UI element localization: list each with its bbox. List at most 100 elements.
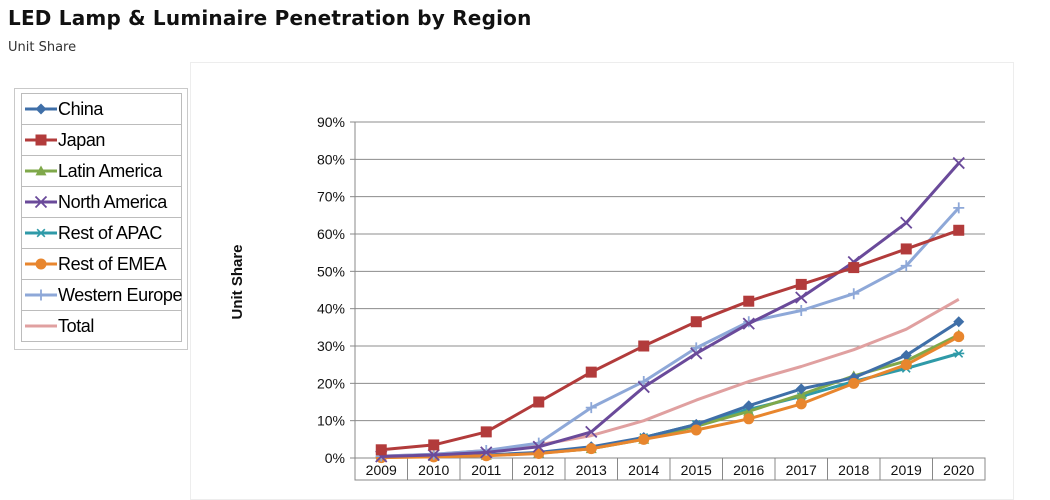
x-tick-label: 2009 bbox=[366, 462, 397, 478]
series-rest-of-emea bbox=[375, 331, 965, 464]
data-point-marker bbox=[480, 426, 492, 438]
data-point-marker bbox=[638, 340, 650, 352]
legend-swatch bbox=[25, 324, 57, 328]
series-line bbox=[381, 335, 960, 460]
data-point-marker bbox=[795, 398, 807, 410]
y-tick-label: 90% bbox=[317, 114, 345, 130]
gridlines bbox=[355, 121, 985, 422]
data-point-marker bbox=[35, 228, 47, 238]
y-tick-label: 20% bbox=[317, 375, 345, 391]
data-point-marker bbox=[743, 400, 755, 412]
y-tick-label: 70% bbox=[317, 189, 345, 205]
data-point-marker bbox=[900, 359, 912, 371]
legend-label: Total bbox=[58, 315, 95, 336]
data-point-marker bbox=[900, 349, 912, 361]
data-point-marker bbox=[637, 380, 650, 394]
data-point-marker bbox=[953, 331, 965, 343]
data-point-marker bbox=[743, 295, 755, 307]
data-point-marker bbox=[953, 202, 965, 214]
data-point-marker bbox=[953, 316, 965, 328]
data-point-marker bbox=[638, 433, 650, 445]
data-point-marker bbox=[638, 375, 650, 387]
data-point-marker bbox=[953, 224, 965, 236]
data-point-marker bbox=[34, 195, 48, 209]
legend-swatch bbox=[25, 103, 57, 115]
series-line bbox=[381, 162, 960, 458]
legend-item-western-europe: Western Europe bbox=[22, 280, 183, 311]
page-title: LED Lamp & Luminaire Penetration by Regi… bbox=[8, 6, 532, 30]
y-tick-label: 10% bbox=[317, 413, 345, 429]
series-line bbox=[381, 228, 960, 452]
legend-item-latin-america: Latin America bbox=[22, 156, 182, 187]
series-japan bbox=[375, 224, 965, 456]
legend-item-north-america: North America bbox=[22, 187, 182, 218]
data-point-marker bbox=[742, 317, 755, 330]
data-point-marker bbox=[953, 349, 965, 358]
legend-swatch bbox=[25, 289, 57, 301]
legend-label: Western Europe bbox=[58, 284, 183, 305]
y-tick-label: 60% bbox=[317, 226, 345, 242]
x-tick-label: 2019 bbox=[891, 462, 922, 478]
data-point-marker bbox=[848, 262, 860, 274]
page-subtitle: Unit Share bbox=[8, 40, 77, 55]
data-point-marker bbox=[480, 446, 493, 459]
y-tick-label: 80% bbox=[317, 151, 345, 167]
series-line bbox=[381, 333, 960, 459]
data-point-marker bbox=[585, 425, 598, 439]
data-point-marker bbox=[35, 165, 47, 176]
x-tick-label: 2017 bbox=[786, 462, 817, 478]
x-tick-label: 2018 bbox=[838, 462, 869, 478]
data-point-marker bbox=[427, 448, 440, 462]
x-tick-label: 2020 bbox=[943, 462, 974, 478]
data-point-marker bbox=[900, 216, 913, 229]
y-tick-label: 40% bbox=[317, 301, 345, 317]
data-point-marker bbox=[795, 278, 807, 290]
data-point-marker bbox=[585, 402, 597, 414]
series-western-europe bbox=[375, 202, 965, 462]
data-point-marker bbox=[795, 383, 807, 395]
legend-items: China Japan Latin America North America Rest… bbox=[21, 93, 183, 342]
x-tick-label: 2012 bbox=[523, 462, 554, 478]
data-point-marker bbox=[35, 103, 47, 115]
legend-item-china: China bbox=[22, 94, 182, 125]
y-tick-label: 0% bbox=[325, 450, 345, 466]
data-point-marker bbox=[900, 243, 912, 255]
data-point-marker bbox=[428, 439, 440, 451]
legend-label: Rest of APAC bbox=[58, 222, 162, 243]
legend-item-total: Total bbox=[22, 311, 182, 342]
legend-item-japan: Japan bbox=[22, 125, 182, 156]
x-tick-label: 2016 bbox=[733, 462, 764, 478]
data-point-marker bbox=[375, 444, 387, 456]
x-tick-label: 2015 bbox=[681, 462, 712, 478]
legend-swatch bbox=[25, 165, 57, 176]
x-tick-label: 2010 bbox=[418, 462, 449, 478]
data-point-marker bbox=[690, 347, 703, 360]
y-tick-label: 30% bbox=[317, 338, 345, 354]
series-china bbox=[375, 316, 965, 463]
data-point-marker bbox=[848, 288, 860, 300]
legend-label: Latin America bbox=[58, 160, 162, 181]
x-tick-label: 2014 bbox=[628, 462, 659, 478]
data-point-marker bbox=[35, 258, 47, 270]
legend-swatch bbox=[25, 195, 57, 209]
series-line bbox=[381, 206, 960, 458]
data-point-marker bbox=[533, 396, 545, 408]
data-point-marker bbox=[585, 366, 597, 378]
data-point-marker bbox=[690, 424, 702, 436]
legend-swatch bbox=[25, 228, 57, 238]
data-point-marker bbox=[795, 291, 808, 304]
data-point-marker bbox=[585, 443, 597, 455]
data-point-marker bbox=[35, 134, 47, 146]
data-point-marker bbox=[690, 316, 702, 328]
axes: 0% 10% 20% 30% 40% 50% 60% 70% 80% 90% 2009 2010 201… bbox=[317, 114, 986, 481]
x-tick-label: 2011 bbox=[471, 462, 501, 478]
x-tick-label: 2013 bbox=[576, 462, 607, 478]
y-axis-label: Unit Share bbox=[229, 244, 246, 319]
data-point-marker bbox=[952, 156, 965, 170]
legend-swatch bbox=[25, 258, 57, 270]
legend-label: Japan bbox=[58, 129, 106, 150]
data-point-marker bbox=[532, 440, 545, 453]
data-point-marker bbox=[690, 342, 702, 354]
legend-label: Rest of EMEA bbox=[58, 253, 167, 274]
data-point-marker bbox=[795, 305, 807, 317]
